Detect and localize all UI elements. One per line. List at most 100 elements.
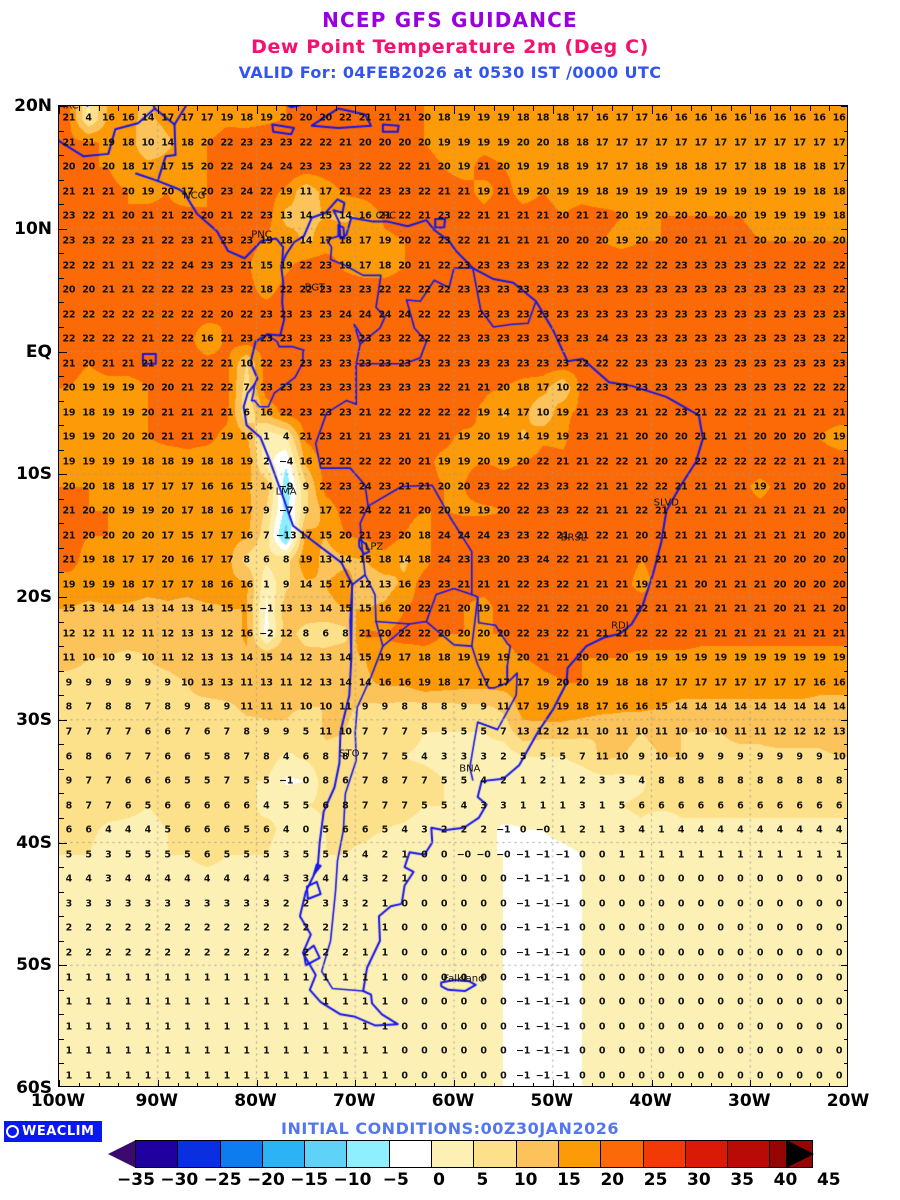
grid-value: 1 <box>124 1070 132 1082</box>
grid-value: 1 <box>282 1045 290 1057</box>
x-tick-top <box>493 106 495 111</box>
map-plot-area[interactable]: 21 4 16 16 14 17 17 17 19 18 19 20 20 20 22 21 21 21 20 18 1… <box>58 105 848 1087</box>
grid-value: 12 <box>180 652 194 664</box>
grid-value: 22 <box>82 260 96 272</box>
grid-value: 1 <box>105 1045 112 1057</box>
x-tick <box>809 1083 811 1086</box>
grid-value: 9 <box>144 677 152 689</box>
grid-value: 8 <box>737 775 744 787</box>
grid-value: 9 <box>796 751 803 763</box>
grid-value: 0 <box>421 849 428 861</box>
grid-value: 21 <box>200 235 214 247</box>
grid-value: 13 <box>319 677 333 689</box>
grid-value: 4 <box>85 873 92 885</box>
grid-value: 21 <box>714 628 728 640</box>
grid-value: 14 <box>733 701 747 713</box>
grid-value: 22 <box>714 407 728 419</box>
grid-value: 18 <box>180 137 194 149</box>
grid-value: 19 <box>635 186 649 198</box>
grid-value: 24 <box>595 333 609 345</box>
grid-value: 1 <box>223 972 231 984</box>
grid-value: 23 <box>220 235 234 247</box>
grid-value: 19 <box>477 505 491 517</box>
grid-value: 21 <box>457 579 471 591</box>
grid-value: 6 <box>243 407 250 419</box>
grid-value: 21 <box>595 579 609 591</box>
grid-value: 0 <box>302 824 310 836</box>
grid-value: 21 <box>674 579 688 591</box>
grid-value: 0 <box>816 972 823 984</box>
grid-value: 23 <box>319 260 333 272</box>
grid-value: 0 <box>401 1070 408 1082</box>
grid-value: 20 <box>556 235 570 247</box>
grid-value: 14 <box>338 652 352 664</box>
grid-value: 22 <box>654 407 668 419</box>
grid-value: 2 <box>579 775 586 787</box>
grid-value: 19 <box>536 701 550 713</box>
grid-value: 23 <box>694 309 708 321</box>
grid-value: 0 <box>500 996 507 1008</box>
grid-value: 3 <box>460 751 468 763</box>
grid-value: 5 <box>164 849 171 861</box>
grid-value: 0 <box>658 1021 665 1033</box>
grid-value: 1 <box>124 996 132 1008</box>
grid-value: 17 <box>180 186 194 198</box>
grid-value: 24 <box>477 530 491 542</box>
heatmap-canvas <box>59 106 847 1086</box>
grid-value: 19 <box>279 186 293 198</box>
grid-value: 16 <box>812 112 826 124</box>
grid-value: 18 <box>832 186 846 198</box>
grid-value: 23 <box>299 161 313 173</box>
grid-value: 17 <box>161 112 175 124</box>
grid-value: 20 <box>773 554 787 566</box>
grid-value: 22 <box>319 456 333 468</box>
grid-value: 21 <box>556 652 570 664</box>
grid-value: 21 <box>299 431 313 443</box>
grid-value: 23 <box>694 260 708 272</box>
grid-value: 23 <box>417 358 431 370</box>
grid-value: 19 <box>536 431 550 443</box>
grid-value: 19 <box>121 407 135 419</box>
grid-value: 21 <box>615 579 629 591</box>
grid-value: 20 <box>200 186 214 198</box>
grid-value: 23 <box>240 137 254 149</box>
grid-value: 22 <box>516 603 530 615</box>
grid-value: −1 <box>535 947 550 959</box>
grid-value: 18 <box>259 284 273 296</box>
x-tick-top <box>177 106 179 111</box>
grid-value: 0 <box>737 972 744 984</box>
grid-value: 22 <box>161 235 175 247</box>
grid-value: 17 <box>220 530 234 542</box>
grid-value: 4 <box>737 824 744 836</box>
grid-value: 0 <box>638 898 645 910</box>
grid-value: 6 <box>124 775 132 787</box>
grid-value: 22 <box>496 481 510 493</box>
grid-value: 23 <box>477 481 491 493</box>
grid-value: 21 <box>714 235 728 247</box>
grid-value: 19 <box>812 652 826 664</box>
grid-value: 20 <box>654 235 668 247</box>
grid-value: 3 <box>144 898 152 910</box>
x-tick-top <box>256 106 258 114</box>
grid-value: 0 <box>440 947 448 959</box>
grid-value: 1 <box>677 849 685 861</box>
grid-value: 5 <box>421 726 428 738</box>
grid-value: 13 <box>319 652 333 664</box>
grid-value: 16 <box>240 530 254 542</box>
grid-value: 1 <box>223 1070 231 1082</box>
grid-value: 16 <box>378 603 392 615</box>
grid-value: 23 <box>753 382 767 394</box>
grid-value: 23 <box>496 260 510 272</box>
grid-value: 18 <box>575 137 589 149</box>
grid-value: −1 <box>555 898 570 910</box>
x-tick <box>236 1083 238 1086</box>
grid-value: 21 <box>793 407 807 419</box>
weaclim-logo: WEACLIM <box>4 1121 103 1142</box>
grid-value: 19 <box>575 161 589 173</box>
grid-value: 1 <box>164 972 171 984</box>
grid-value: 21 <box>753 407 767 419</box>
grid-value: 23 <box>674 284 688 296</box>
grid-value: 1 <box>144 1021 152 1033</box>
grid-value: 20 <box>437 161 451 173</box>
grid-value: 23 <box>516 358 530 370</box>
